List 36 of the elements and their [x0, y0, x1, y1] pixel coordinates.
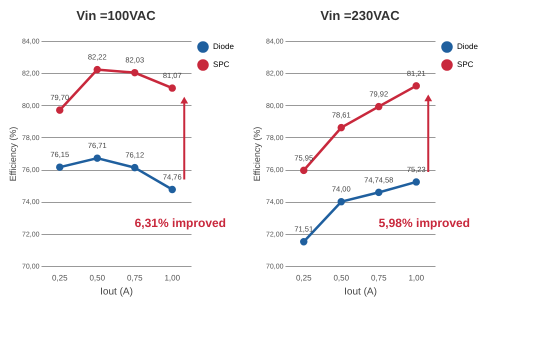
point — [94, 66, 101, 74]
point — [338, 124, 345, 132]
legend-label: Diode — [213, 42, 234, 51]
x-tick-label: 1,00 — [164, 274, 181, 282]
point — [131, 164, 138, 172]
point — [168, 84, 176, 92]
point — [375, 102, 382, 110]
legend-label: SPC — [213, 60, 230, 69]
point — [94, 154, 101, 162]
annotation: 5,98% improved — [378, 216, 470, 230]
legend-label: Diode — [457, 42, 478, 51]
chart-title: Vin =230VAC — [320, 8, 400, 23]
x-axis-title: Iout (A) — [344, 286, 377, 298]
point — [412, 178, 420, 186]
x-tick-label: 0,75 — [370, 274, 388, 282]
point — [168, 186, 176, 194]
x-tick-label: 0,50 — [89, 274, 106, 282]
x-tick-label: 0,25 — [296, 274, 312, 282]
point — [300, 238, 308, 246]
point — [375, 188, 382, 196]
point — [56, 163, 64, 171]
y-axis-title: Efficiency (%) — [252, 126, 262, 182]
point — [131, 68, 138, 76]
x-tick-label: 0,75 — [126, 274, 144, 282]
x-tick-label: 0,50 — [333, 274, 350, 282]
point — [56, 106, 64, 114]
x-tick-label: 0,25 — [52, 274, 68, 282]
x-axis-title: Iout (A) — [100, 286, 133, 298]
legend-label: SPC — [457, 60, 474, 69]
chart-title: Vin =100VAC — [76, 8, 156, 23]
point — [412, 82, 420, 90]
y-axis-title: Efficiency (%) — [8, 126, 18, 182]
point — [338, 198, 345, 206]
x-tick-label: 1,00 — [408, 274, 425, 282]
annotation: 6,31% improved — [134, 216, 226, 230]
point — [300, 166, 308, 174]
